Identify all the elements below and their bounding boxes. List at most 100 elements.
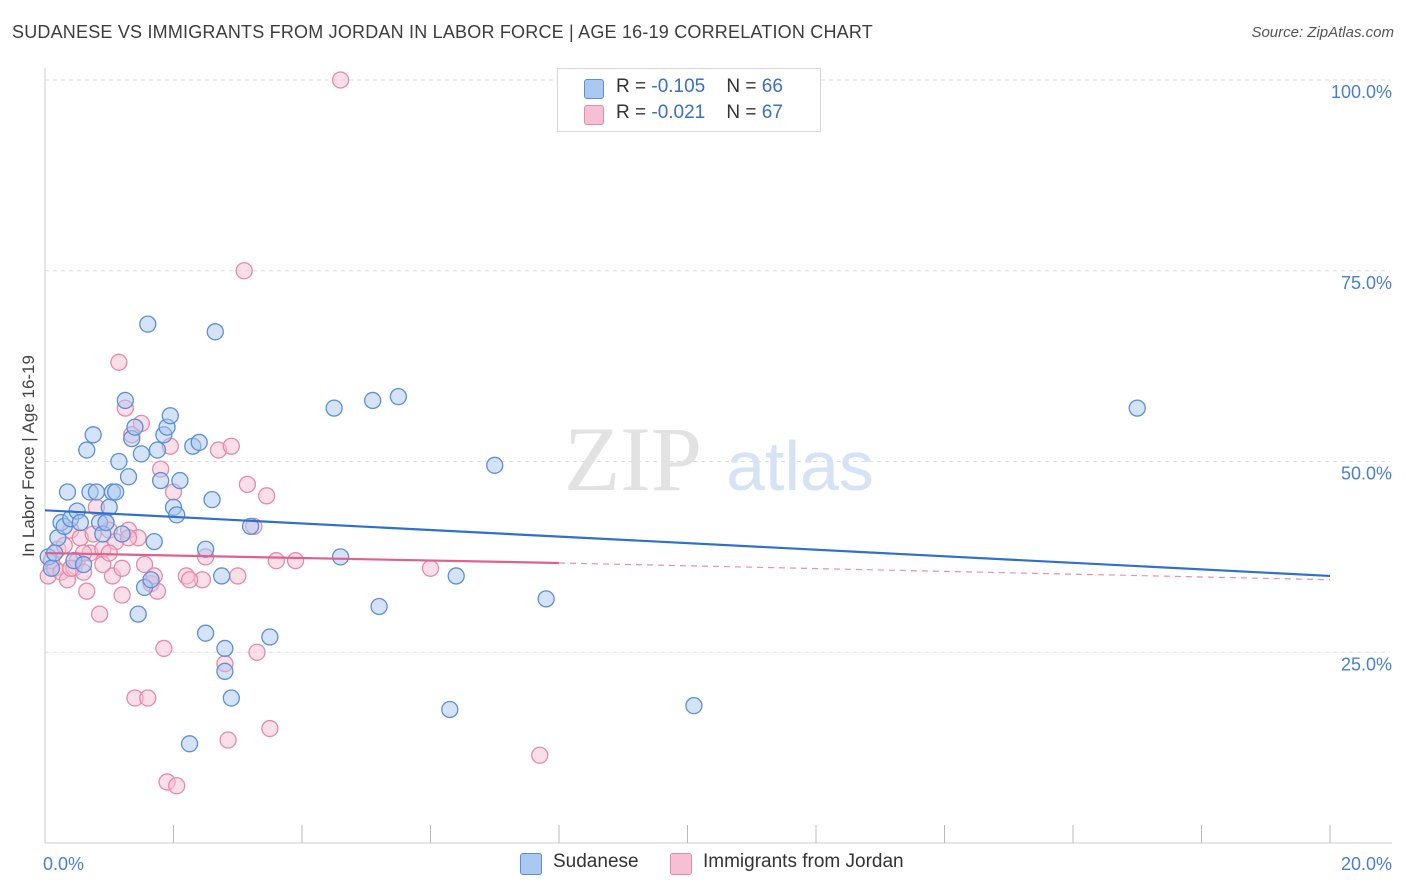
jordan-point [248,643,266,661]
jordan-point [155,639,173,658]
tick-labels: 25.0% 50.0% 75.0% 100.0% 0.0% 20.0% [43,82,1392,874]
sudanese-point [168,506,186,524]
y-axis-label: In Labor Force | Age 16-19 [19,355,38,557]
jordan-point [180,571,199,589]
sudanese-point [206,323,224,341]
sudanese-point [107,483,125,501]
jordan-point [261,719,279,738]
jordan-point [168,777,186,795]
source-label: Source: ZipAtlas.com [1251,24,1394,41]
jordan-point [421,559,440,577]
sudanese-point [74,555,93,574]
sudanese-point [685,697,703,715]
jordan-swatch [670,853,692,875]
sudanese-point [145,532,163,551]
sudanese-point [213,567,231,585]
axes [44,68,1392,844]
sudanese-point [142,571,160,589]
x-tick-label: 20.0% [1341,854,1392,874]
sudanese-point [370,597,388,616]
sudanese-point [58,483,77,501]
sudanese-point [71,513,89,532]
sudanese-point [1128,399,1146,417]
sudanese-trend-line [44,509,1331,578]
jordan-point [222,437,240,455]
sudanese-point [129,605,147,623]
legend-r-value: -0.021 [651,102,706,123]
jordan-point [238,475,257,494]
trend-lines [44,509,1331,581]
jordan-trend-line [44,551,560,565]
sudanese-point [216,662,234,680]
sudanese-swatch [584,79,604,99]
sudanese-point [42,559,61,577]
legend-r-label: R = [616,102,652,123]
sudanese-point [486,456,504,474]
correlation-legend: R = -0.105 N = 66 R = -0.021 N = 67 [557,68,821,132]
jordan-point [531,746,549,764]
sudanese-point [196,624,215,642]
jordan-points [39,71,549,795]
sudanese-point [161,407,179,425]
jordan-point [110,353,128,371]
jordan-point [267,552,285,570]
y-tick-label: 75.0% [1341,273,1392,293]
sudanese-point [537,590,555,608]
sudanese-point [151,471,170,490]
legend-r-value: -0.105 [651,76,706,97]
jordan-point [90,605,109,623]
sudanese-point [119,468,138,486]
sudanese-point [78,441,96,459]
jordan-swatch [584,105,604,125]
sudanese-point [113,525,131,543]
jordan-trend-extension [558,562,1331,581]
watermark-zip: ZIP [564,408,702,510]
sudanese-point [148,441,167,459]
sudanese-point [222,689,240,707]
watermark: ZIP atlas [564,408,874,510]
jordan-point [286,552,305,570]
jordan-point [331,71,350,89]
jordan-point [113,559,131,577]
sudanese-point [364,391,382,410]
sudanese-swatch [520,853,542,875]
sudanese-point [447,567,465,585]
sudanese-point [331,548,350,566]
legend-label-jordan: Immigrants from Jordan [703,851,904,872]
sudanese-point [84,426,102,444]
jordan-point [113,586,131,604]
jordan-point [139,689,157,707]
sudanese-point [441,700,459,719]
sudanese-points [39,315,1146,753]
sudanese-point [180,735,199,753]
jordan-point [135,555,154,574]
sudanese-point [139,315,157,333]
sudanese-point [325,399,343,417]
jordan-point [78,582,96,600]
sudanese-point [171,471,189,490]
jordan-point [219,731,237,749]
x-tick-label: 0.0% [43,854,84,874]
jordan-point [235,262,253,280]
legend-n-label: N = [726,76,762,97]
sudanese-point [196,540,215,558]
sudanese-point [110,452,128,471]
legend-n-value: 66 [761,76,783,97]
watermark-atlas: atlas [726,427,874,505]
sudanese-point [203,490,221,509]
legend-n-value: 67 [761,102,783,123]
sudanese-point [97,513,115,532]
chart-title: SUDANESE VS IMMIGRANTS FROM JORDAN IN LA… [12,22,873,42]
y-tick-label: 25.0% [1341,654,1392,674]
jordan-point [100,544,118,562]
legend-n-label: N = [726,102,762,123]
jordan-point [229,567,247,585]
sudanese-point [389,387,408,406]
jordan-point [258,487,276,505]
sudanese-point [190,433,208,452]
sudanese-point [126,418,144,436]
sudanese-point [261,628,279,646]
series-legend: Sudanese Immigrants from Jordan [0,851,1406,877]
legend-r-label: R = [616,76,652,97]
